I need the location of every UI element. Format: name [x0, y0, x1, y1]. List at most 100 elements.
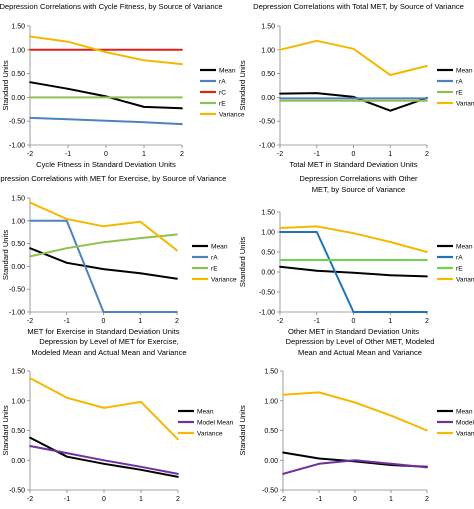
- data-point: [352, 259, 355, 261]
- data-point: [143, 59, 145, 62]
- series-ra: [29, 219, 178, 313]
- x-tick-label: -1: [65, 151, 71, 158]
- data-point: [29, 48, 31, 51]
- legend-label: rA: [456, 79, 463, 86]
- series-re: [29, 233, 178, 258]
- chart-title: Depression Correlations with Cycle Fitne…: [0, 2, 223, 11]
- legend-label: Variance: [197, 431, 223, 438]
- series-line: [279, 265, 428, 278]
- x-tick-label: -2: [277, 318, 283, 325]
- series-variance: [279, 225, 428, 253]
- data-point: [143, 106, 145, 108]
- data-point: [352, 99, 355, 102]
- chart-title: Depression Correlations with Total MET, …: [253, 2, 464, 11]
- legend: Mean rA rE Variance: [437, 244, 474, 284]
- x-tick-label: 0: [104, 151, 108, 158]
- series-line: [282, 391, 428, 432]
- y-tick-label: 0.00: [261, 95, 275, 102]
- y-tick-label: 0.50: [11, 71, 25, 78]
- series-line: [279, 39, 428, 76]
- data-point: [29, 445, 31, 447]
- data-point: [315, 231, 318, 233]
- y-tick-label: -1.00: [259, 143, 275, 150]
- y-tick-label: 0.00: [11, 95, 25, 102]
- series-re: [279, 259, 428, 261]
- y-tick-label: 0.50: [264, 428, 278, 435]
- data-point: [315, 269, 318, 272]
- x-tick-label: 1: [139, 496, 143, 503]
- x-tick-label: -2: [277, 151, 283, 158]
- x-tick-label: 0: [352, 151, 356, 158]
- y-tick-label: 1.00: [11, 398, 25, 405]
- x-axis-label: MET for Exercise in Standard Deviation U…: [27, 327, 179, 336]
- chart-title: MET, by Source of Variance: [312, 185, 406, 194]
- legend-label: Mean: [456, 68, 473, 75]
- x-tick-label: 2: [425, 318, 429, 325]
- data-point: [426, 466, 428, 469]
- y-tick-label: -1.00: [9, 310, 25, 317]
- data-point: [315, 92, 318, 95]
- data-point: [389, 259, 392, 261]
- data-point: [66, 396, 68, 399]
- data-point: [103, 462, 105, 465]
- data-point: [426, 99, 428, 102]
- data-point: [282, 393, 284, 396]
- data-point: [282, 451, 284, 454]
- legend-label: rE: [456, 266, 463, 273]
- series-mean: [29, 81, 183, 110]
- y-tick-label: 1.50: [11, 369, 25, 376]
- series-ra: [279, 231, 428, 313]
- data-point: [318, 391, 320, 394]
- y-axis-label: Standard Units: [238, 60, 247, 110]
- data-point: [139, 272, 142, 275]
- data-point: [29, 116, 31, 119]
- data-point: [315, 39, 318, 42]
- legend-label: Mean: [197, 409, 214, 416]
- legend-label: Mean: [219, 68, 236, 75]
- y-tick-label: 1.00: [261, 230, 275, 237]
- y-tick-label: -0.50: [9, 287, 25, 294]
- chart-panel-1: Depression Correlations with Cycle Fitne…: [0, 2, 245, 169]
- data-point: [315, 259, 318, 261]
- legend-label: rE: [211, 266, 218, 273]
- y-axis-label: Standard Units: [1, 405, 10, 455]
- y-tick-label: -0.50: [259, 290, 275, 297]
- data-point: [140, 465, 142, 468]
- legend-label: Mean: [211, 244, 228, 251]
- data-point: [29, 35, 31, 38]
- legend-label: rA: [219, 79, 226, 86]
- series-variance: [279, 39, 428, 76]
- y-tick-label: 0.50: [261, 71, 275, 78]
- series-line: [29, 247, 178, 280]
- data-point: [352, 97, 355, 100]
- data-point: [389, 109, 392, 112]
- data-point: [426, 97, 428, 100]
- chart-panel-6: Depression by Level of Other MET, Modele…: [238, 337, 474, 509]
- x-tick-label: 1: [138, 318, 142, 325]
- x-tick-label: 0: [102, 496, 106, 503]
- legend-label: rA: [211, 255, 218, 262]
- data-point: [140, 401, 142, 403]
- data-point: [390, 414, 392, 417]
- data-point: [105, 119, 107, 122]
- data-point: [29, 255, 31, 258]
- data-point: [279, 92, 281, 95]
- data-point: [389, 241, 392, 243]
- x-tick-label: -1: [64, 318, 70, 325]
- x-axis-label: Other MET in Standard Deviation Units: [288, 327, 419, 336]
- legend-label: Variance: [219, 112, 245, 119]
- series-variance: [29, 377, 179, 441]
- x-tick-label: 2: [425, 151, 429, 158]
- series-line: [29, 436, 179, 478]
- legend: Mean rA rC rE Variance: [200, 68, 245, 119]
- series-mean: [279, 92, 428, 112]
- data-point: [279, 259, 281, 261]
- legend-label: Model Mean: [197, 420, 234, 427]
- data-point: [279, 227, 281, 229]
- y-tick-label: -0.50: [259, 119, 275, 126]
- legend-label: Variance: [456, 101, 474, 108]
- y-tick-label: -0.50: [9, 119, 25, 126]
- series-model-mean: [282, 459, 428, 475]
- series-variance: [29, 35, 183, 66]
- x-axis-label: Total MET in Standard Deviation Units: [289, 160, 417, 169]
